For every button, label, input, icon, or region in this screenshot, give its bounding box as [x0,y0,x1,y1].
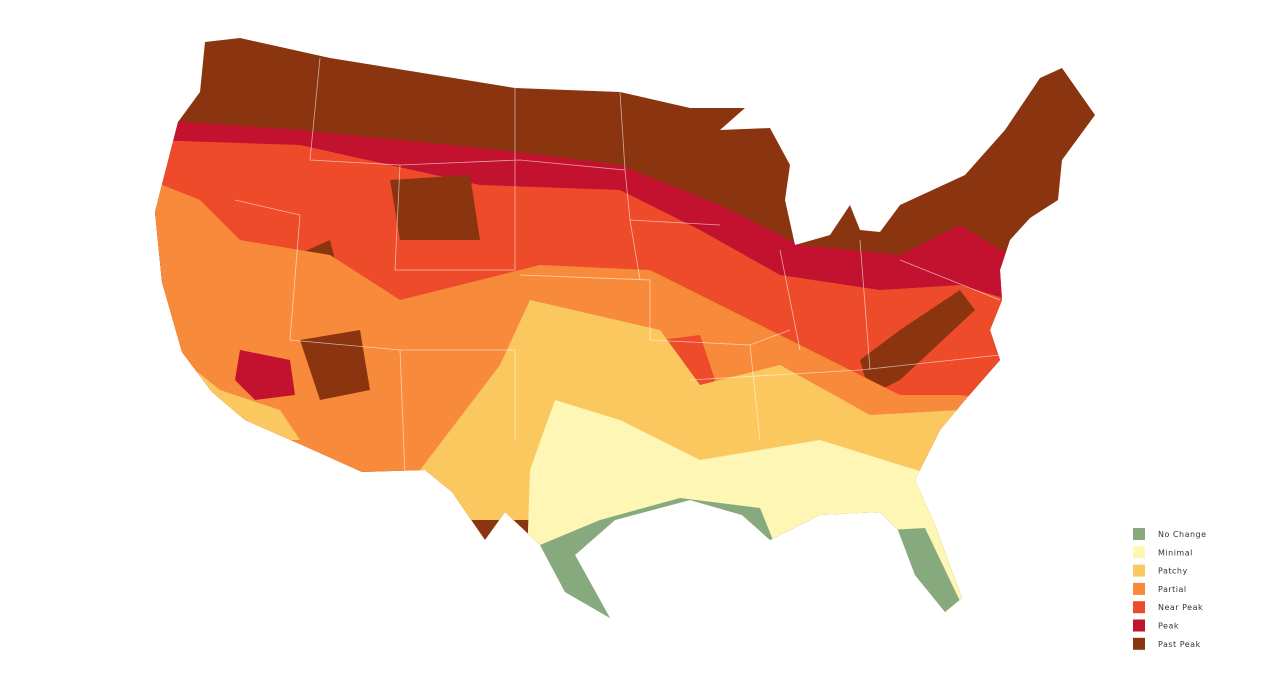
no-change-region [888,528,970,618]
peak-region [235,350,295,400]
past-peak-region [860,290,975,395]
legend: No Change Minimal Patchy Partial Near Peak Pe… [1133,528,1207,650]
state-borders [234,57,1001,476]
legend-swatch [1133,564,1145,577]
past-peak-region [300,330,370,400]
legend-swatch [1133,619,1145,632]
legend-label: Partial [1158,585,1187,594]
legend-label: Near Peak [1158,603,1203,612]
past-peak-region [390,175,480,240]
legend-swatch [1133,637,1145,650]
legend-swatch [1133,546,1145,559]
legend-swatch [1133,582,1145,595]
legend-swatch [1133,601,1145,614]
map-regions [155,38,1095,618]
legend-label: Past Peak [1158,640,1201,649]
legend-label: Peak [1158,622,1179,631]
legend-swatch [1133,528,1145,540]
legend-label: Patchy [1158,567,1188,576]
legend-label: Minimal [1158,548,1193,557]
legend-label: No Change [1158,530,1207,539]
state-border-lines [234,57,1001,476]
